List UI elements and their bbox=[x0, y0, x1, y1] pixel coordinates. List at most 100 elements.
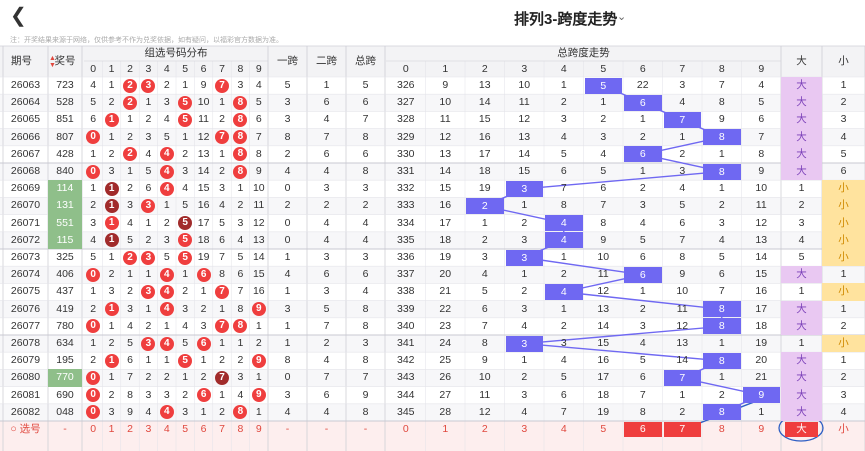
miss-count: 2 bbox=[163, 371, 170, 384]
trend-miss-count: 10 bbox=[597, 251, 610, 263]
trend-miss-count: 8 bbox=[560, 199, 567, 212]
trend-miss-count: 1 bbox=[560, 79, 567, 91]
miss-count: 4 bbox=[145, 147, 152, 160]
small-miss: 3 bbox=[840, 388, 847, 401]
miss-count: 9 bbox=[200, 79, 207, 91]
select-span1: - bbox=[285, 423, 290, 435]
select-row-label[interactable]: ○ 选号 bbox=[10, 423, 41, 435]
miss-count: 6 bbox=[219, 233, 225, 246]
trend-hit-box: 8 bbox=[703, 163, 741, 180]
trend-miss-count: 21 bbox=[755, 371, 768, 384]
trend-miss-count: 19 bbox=[478, 182, 491, 195]
select-trend-option[interactable]: 9 bbox=[758, 423, 765, 435]
total-span-cell: 6 bbox=[362, 147, 369, 160]
miss-count: 15 bbox=[252, 268, 265, 281]
miss-count: 9 bbox=[255, 165, 262, 177]
digit-ball: 2 bbox=[123, 250, 137, 265]
total-span-cell: 4 bbox=[362, 285, 369, 298]
span1-cell: 4 bbox=[284, 268, 291, 281]
select-digit-option[interactable]: 0 bbox=[90, 423, 97, 435]
trend-miss-count: 11 bbox=[597, 268, 609, 281]
digit-ball: 5 bbox=[178, 113, 193, 127]
select-digit-option[interactable]: 7 bbox=[219, 423, 225, 435]
miss-count: 6 bbox=[237, 268, 244, 281]
header-span1: 一跨 bbox=[277, 55, 298, 67]
span2-cell: 7 bbox=[323, 319, 330, 332]
trend-miss-count: 10 bbox=[478, 371, 491, 384]
select-small-option[interactable]: 小 bbox=[838, 423, 849, 435]
select-digit-option[interactable]: 9 bbox=[255, 423, 262, 435]
trend-miss-count: 3 bbox=[679, 79, 686, 91]
select-digit-option[interactable]: 8 bbox=[237, 423, 244, 435]
header-digit: 6 bbox=[200, 63, 207, 75]
miss-count: 2 bbox=[145, 371, 152, 384]
select-trend-option[interactable]: 0 bbox=[402, 423, 409, 435]
prize-cell: 634 bbox=[56, 337, 74, 349]
trend-miss-count: 9 bbox=[718, 113, 725, 126]
trend-miss-count: 2 bbox=[560, 96, 567, 109]
select-trend-option[interactable]: 1 bbox=[442, 423, 449, 435]
sort-icon[interactable]: ▲▼ bbox=[37, 46, 56, 77]
digit-ball-repeat: 1 bbox=[104, 233, 119, 248]
miss-count: 3 bbox=[237, 79, 244, 91]
trend-miss-count: 6 bbox=[560, 388, 567, 401]
total-span-cell: 7 bbox=[362, 113, 369, 126]
miss-count: 3 bbox=[163, 233, 170, 246]
trend-miss-count: 28 bbox=[439, 405, 452, 418]
big-miss: 4 bbox=[798, 233, 805, 246]
miss-count: 14 bbox=[197, 165, 210, 177]
miss-count: 1 bbox=[219, 337, 225, 349]
miss-count: 9 bbox=[127, 405, 133, 418]
trend-miss-count: 26 bbox=[439, 371, 452, 384]
prize-cell-pair: 114 bbox=[48, 180, 82, 198]
digit-ball: 3 bbox=[141, 78, 156, 93]
trend-miss-count: 18 bbox=[755, 319, 768, 332]
trend-miss-count: 6 bbox=[718, 268, 725, 281]
miss-count: 1 bbox=[90, 285, 97, 298]
select-digit-option[interactable]: 6 bbox=[200, 423, 207, 435]
select-digit-option[interactable]: 2 bbox=[127, 423, 133, 435]
select-trend-option[interactable]: 8 bbox=[718, 423, 725, 435]
trend-miss-count: 2 bbox=[679, 147, 686, 160]
select-digit-option[interactable]: 4 bbox=[163, 423, 170, 435]
miss-count: 3 bbox=[108, 165, 115, 177]
row-bg bbox=[0, 386, 865, 404]
back-chevron-icon[interactable]: ❮ bbox=[10, 5, 27, 27]
select-digit-option[interactable]: 5 bbox=[182, 423, 189, 435]
span1-cell: 1 bbox=[284, 319, 291, 332]
trend-miss-count: 27 bbox=[439, 388, 452, 401]
miss-count: 1 bbox=[145, 302, 152, 315]
select-big-picked[interactable]: 大 bbox=[785, 422, 818, 438]
trend-miss-count: 3 bbox=[521, 302, 528, 315]
miss-count: 1 bbox=[90, 147, 97, 160]
miss-count: 3 bbox=[127, 199, 133, 212]
select-digit-option[interactable]: 1 bbox=[108, 423, 115, 435]
select-trend-option[interactable]: 4 bbox=[560, 423, 567, 435]
digit-ball: 8 bbox=[233, 147, 248, 162]
total-span-cell: 8 bbox=[362, 354, 369, 367]
select-trend-option[interactable]: 5 bbox=[600, 423, 607, 435]
trend-miss-count: 331 bbox=[396, 165, 415, 177]
digit-ball: 5 bbox=[178, 233, 193, 248]
select-trend-option[interactable]: 3 bbox=[521, 423, 528, 435]
miss-count: 6 bbox=[255, 113, 262, 126]
header-trend-col: 0 bbox=[402, 63, 409, 75]
span2-cell: 7 bbox=[323, 130, 330, 143]
select-trend-option[interactable]: 2 bbox=[481, 423, 488, 435]
big-hit: 大 bbox=[781, 386, 822, 404]
page-title[interactable]: 排列3-跨度走势 bbox=[514, 11, 618, 28]
trend-hit-box: 3 bbox=[505, 180, 543, 197]
select-trend-picked[interactable]: 7 bbox=[663, 422, 701, 438]
header-trend-col: 4 bbox=[560, 63, 567, 75]
header-issue[interactable]: 期号 bbox=[11, 55, 32, 67]
trend-hit-box: 6 bbox=[624, 94, 662, 111]
row-bg bbox=[0, 249, 865, 267]
header-digit: 9 bbox=[255, 63, 262, 75]
select-digit-option[interactable]: 3 bbox=[145, 423, 152, 435]
chevron-down-icon[interactable]: ⌄ bbox=[617, 11, 627, 23]
trend-miss-count: 1 bbox=[639, 285, 646, 298]
digit-ball: 6 bbox=[196, 267, 211, 282]
miss-count: 17 bbox=[197, 216, 210, 229]
span2-cell: 3 bbox=[323, 285, 330, 298]
select-trend-picked[interactable]: 6 bbox=[624, 422, 662, 438]
